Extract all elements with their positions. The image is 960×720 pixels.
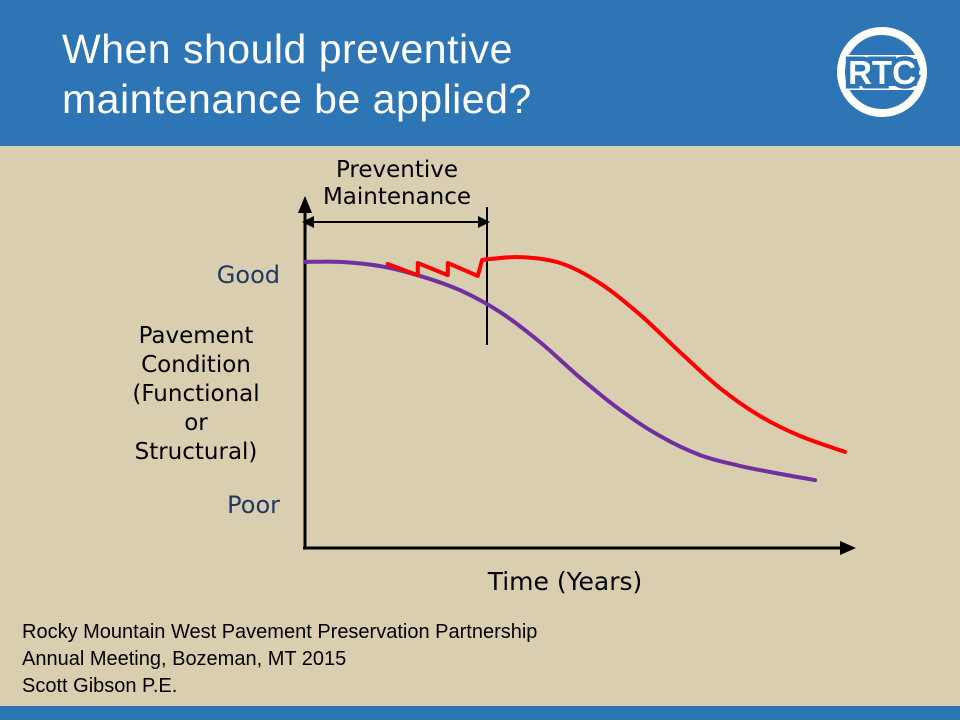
page-title-line-1: When should preventive: [62, 26, 513, 72]
pm-annotation-line-2: Maintenance: [322, 184, 472, 210]
pm-span-right-arrowhead: [478, 216, 490, 228]
x-axis-title: Time (Years): [487, 567, 643, 596]
pm-span-left-arrowhead: [302, 216, 314, 228]
deterioration-curve-no-maintenance: [303, 259, 818, 483]
page-title-line-2: maintenance be applied?: [62, 76, 532, 122]
footer-line-1: Rocky Mountain West Pavement Preservatio…: [22, 621, 538, 643]
y-axis-title-line-2: Condition: [141, 352, 251, 378]
x-axis-arrowhead: [840, 541, 856, 555]
preventive-maintenance-annotation: Preventive Maintenance: [277, 157, 517, 211]
rtc-logo: RTC RTC: [837, 27, 927, 117]
y-axis-poor-label: Poor: [227, 491, 280, 519]
footer-credits: Rocky Mountain West Pavement Preservatio…: [22, 619, 537, 700]
deterioration-curve-with-preventive-maintenance: [385, 255, 848, 454]
y-axis-title: Pavement Condition (Functional or Struct…: [96, 322, 296, 467]
footer-line-2: Annual Meeting, Bozeman, MT 2015: [22, 648, 347, 670]
curves-group: [303, 255, 848, 483]
footer-line-3: Scott Gibson P.E.: [22, 675, 178, 697]
rtc-logo-text-outline: RTC: [848, 54, 916, 91]
footer-bar: [0, 706, 960, 720]
page-title: When should preventive maintenance be ap…: [62, 24, 532, 124]
rtc-logo-ring: [837, 27, 927, 117]
y-axis-arrowhead: [298, 196, 312, 213]
rtc-logo-text: RTC: [848, 54, 916, 91]
y-axis-title-line-4: or: [184, 410, 208, 436]
y-axis-title-line-3: (Functional: [132, 381, 260, 407]
pm-annotation-line-1: Preventive: [335, 157, 459, 183]
y-axis-title-line-5: Structural): [134, 439, 258, 465]
y-axis-title-line-1: Pavement: [138, 323, 254, 349]
y-axis-good-label: Good: [216, 261, 280, 289]
slide-header: When should preventive maintenance be ap…: [0, 0, 960, 146]
